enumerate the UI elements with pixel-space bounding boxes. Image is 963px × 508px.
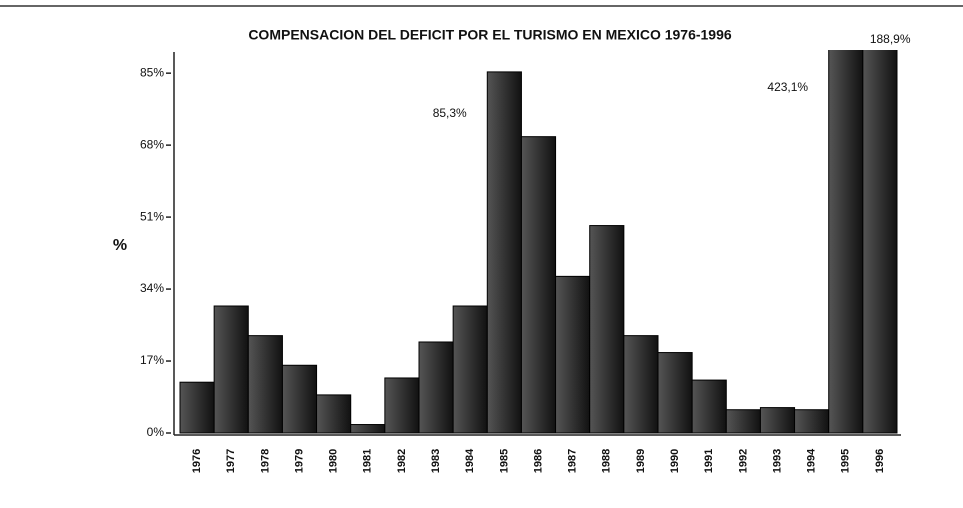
y-tick-label: 85% — [140, 65, 164, 79]
y-tick-label: 0% — [147, 425, 165, 439]
y-tick-label: 34% — [140, 281, 164, 295]
bar — [521, 137, 555, 433]
bar — [624, 336, 658, 433]
bar — [795, 410, 829, 433]
chart-title: COMPENSACION DEL DEFICIT POR EL TURISMO … — [248, 27, 732, 43]
x-tick-label: 1992 — [737, 449, 749, 473]
x-tick-label: 1985 — [498, 449, 510, 473]
y-tick-label: 51% — [140, 209, 164, 223]
x-tick-label: 1987 — [567, 449, 579, 473]
x-tick-label: 1988 — [601, 449, 613, 473]
x-tick-label: 1986 — [532, 449, 544, 473]
bar — [385, 378, 419, 433]
x-tick-label: 1978 — [259, 449, 271, 473]
x-tick-label: 1976 — [191, 449, 203, 473]
y-axis-label: % — [113, 237, 127, 254]
bar — [419, 342, 453, 433]
bar — [658, 353, 692, 433]
bar — [214, 306, 248, 433]
bar — [453, 306, 487, 433]
x-tick-label: 1995 — [840, 449, 852, 473]
bar — [317, 395, 351, 433]
x-tick-label: 1990 — [669, 449, 681, 473]
bar — [829, 0, 863, 433]
bar — [487, 72, 521, 433]
chart: COMPENSACION DEL DEFICIT POR EL TURISMO … — [0, 0, 963, 508]
x-tick-label: 1980 — [328, 449, 340, 473]
x-tick-label: 1989 — [635, 449, 647, 473]
bar — [590, 226, 624, 433]
y-tick-label: 17% — [140, 353, 164, 367]
bar — [692, 380, 726, 433]
x-tick-label: 1979 — [293, 449, 305, 473]
bar — [556, 276, 590, 433]
plot-area — [180, 0, 897, 433]
bar — [351, 425, 385, 433]
x-tick-label: 1993 — [771, 449, 783, 473]
y-tick-label: 68% — [140, 137, 164, 151]
x-tick-label: 1994 — [806, 448, 818, 473]
x-tick-label: 1996 — [874, 449, 886, 473]
x-tick-label: 1982 — [396, 449, 408, 473]
value-label: 85,3% — [433, 106, 467, 120]
value-label: 188,9% — [870, 32, 911, 46]
x-tick-label: 1983 — [430, 449, 442, 473]
bar — [282, 365, 316, 433]
x-tick-label: 1984 — [464, 448, 476, 473]
value-label: 423,1% — [767, 80, 808, 94]
bar — [863, 0, 897, 433]
bar — [726, 410, 760, 433]
bar — [248, 336, 282, 433]
x-tick-label: 1981 — [362, 449, 374, 473]
x-tick-label: 1991 — [703, 449, 715, 473]
bar — [760, 408, 794, 433]
bar — [180, 382, 214, 433]
x-tick-label: 1977 — [225, 449, 237, 473]
